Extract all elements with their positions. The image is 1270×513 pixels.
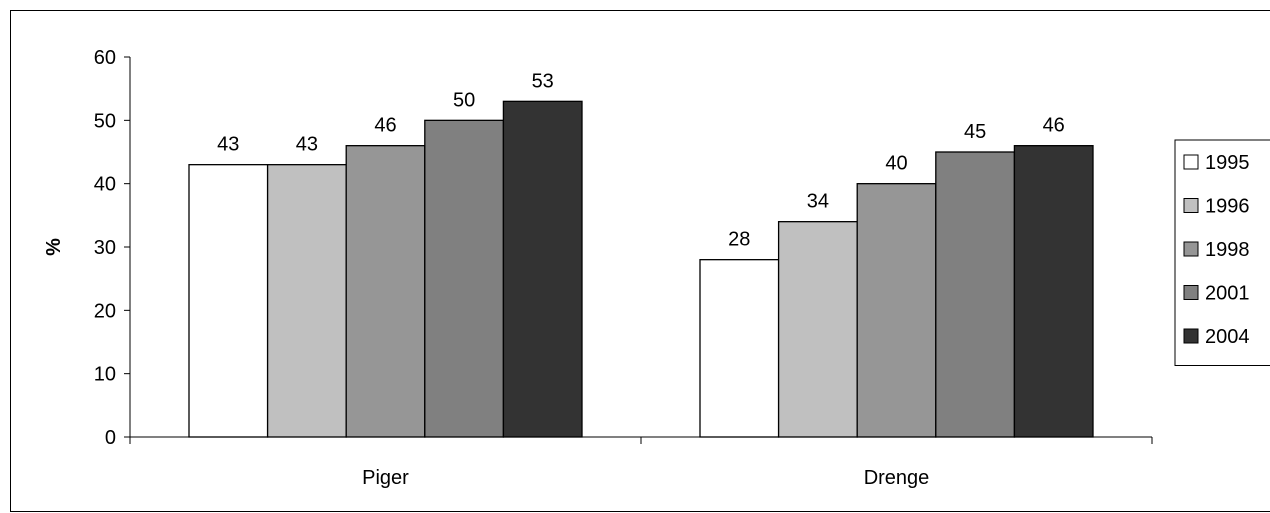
y-axis-title: %	[43, 238, 65, 256]
legend-label-2001: 2001	[1205, 283, 1250, 305]
bar-piger-2001	[424, 119, 505, 438]
data-label: 28	[728, 229, 750, 251]
legend-label-1995: 1995	[1205, 152, 1250, 174]
y-tick-label: 40	[94, 174, 116, 196]
legend-label-1998: 1998	[1205, 239, 1250, 261]
y-axis: 0 10 20 30 40 50 60	[94, 47, 131, 449]
legend-swatch-1996	[1183, 198, 1199, 213]
data-label: 50	[453, 89, 475, 111]
bar-drenge-1996	[777, 221, 858, 438]
data-label: 53	[532, 70, 554, 92]
bar-drenge-1995	[699, 259, 780, 438]
legend-swatch-2004	[1183, 328, 1199, 344]
bar-piger-1998	[345, 145, 426, 438]
y-tick-label: 60	[94, 47, 116, 69]
legend-swatch-2001	[1183, 285, 1199, 300]
y-tick-label: 50	[94, 110, 116, 132]
data-label: 43	[217, 134, 239, 156]
data-label: 45	[964, 121, 986, 143]
legend-swatch-1995	[1183, 154, 1199, 170]
data-label: 46	[1043, 115, 1065, 137]
bar-piger-2004	[502, 100, 583, 438]
data-label: 43	[296, 134, 318, 156]
data-label: 34	[807, 191, 829, 213]
bar-drenge-1998	[856, 183, 937, 438]
data-labels: 43 43 46 50 53 28 34 40 45 46	[217, 70, 1065, 250]
bar-drenge-2001	[935, 151, 1016, 438]
legend: 1995 1996 1998 2001 2004	[1174, 139, 1270, 366]
bar-drenge-2004	[1013, 145, 1094, 438]
bars	[188, 100, 1094, 438]
data-label: 40	[885, 153, 907, 175]
y-tick-label: 20	[94, 300, 116, 322]
y-tick-label: 10	[94, 364, 116, 386]
chart-frame	[10, 10, 1270, 512]
legend-swatch-1998	[1183, 241, 1199, 257]
data-label: 46	[374, 115, 396, 137]
category-label-drenge: Drenge	[864, 467, 930, 489]
category-label-piger: Piger	[362, 467, 409, 489]
x-axis: Piger Drenge	[129, 436, 1153, 489]
legend-label-1996: 1996	[1205, 196, 1250, 218]
bar-piger-1995	[188, 164, 269, 438]
y-tick-label: 30	[94, 237, 116, 259]
bar-piger-1996	[266, 164, 347, 438]
y-tick-label: 0	[105, 427, 116, 449]
legend-label-2004: 2004	[1205, 326, 1250, 348]
